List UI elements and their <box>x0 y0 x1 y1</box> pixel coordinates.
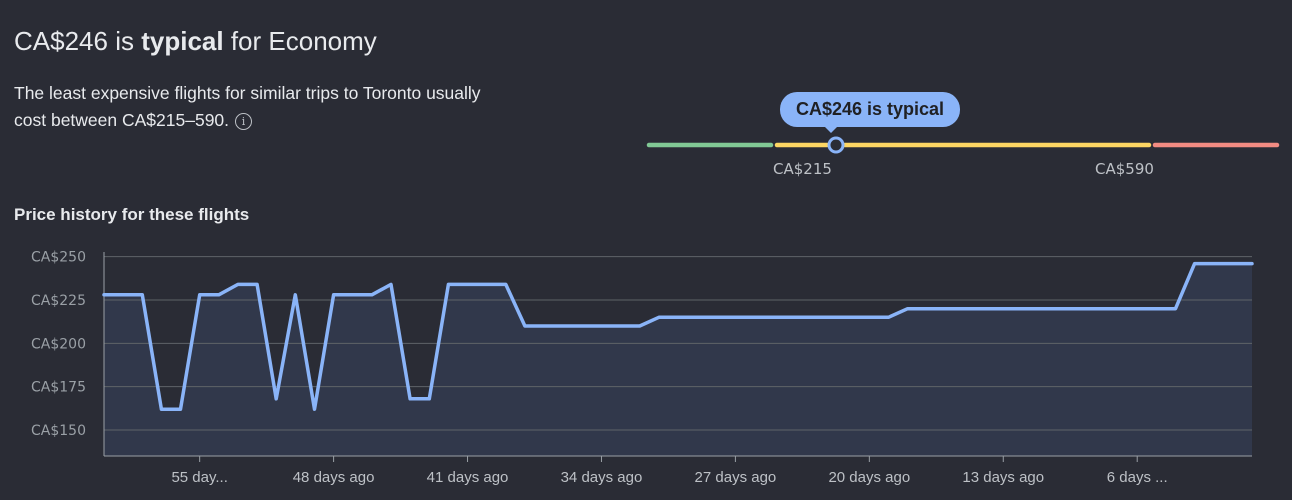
price-point <box>485 282 489 286</box>
gauge-marker[interactable] <box>827 136 845 154</box>
price-point <box>714 315 718 319</box>
y-tick-label: CA$225 <box>31 293 86 309</box>
headline-tail: for Economy <box>230 26 377 56</box>
typical-price-tooltip: CA$246 is typical <box>780 92 960 127</box>
price-point <box>810 315 814 319</box>
price-point <box>1059 307 1063 311</box>
price-point <box>1135 307 1139 311</box>
price-point <box>389 282 393 286</box>
price-history-title: Price history for these flights <box>14 205 250 224</box>
info-circle-icon[interactable]: i <box>235 113 253 130</box>
gauge-low-label: CA$215 <box>773 160 832 178</box>
price-point <box>1193 262 1197 266</box>
price-line <box>102 261 1254 411</box>
tooltip-tail <box>824 126 838 133</box>
price-point <box>1231 262 1235 266</box>
price-point <box>1097 307 1101 311</box>
price-point <box>695 315 699 319</box>
price-point <box>600 324 604 328</box>
price-point <box>1020 307 1024 311</box>
price-point <box>1174 307 1178 311</box>
price-point <box>1116 307 1120 311</box>
price-point <box>159 407 163 411</box>
x-tick-label: 48 days ago <box>293 469 375 486</box>
price-point <box>198 293 202 297</box>
price-point <box>1078 307 1082 311</box>
description-text: The least expensive flights for similar … <box>14 83 481 130</box>
price-point <box>313 407 317 411</box>
price-point <box>619 324 623 328</box>
price-point <box>925 307 929 311</box>
gauge-high-label: CA$590 <box>1095 160 1154 178</box>
price-point <box>676 315 680 319</box>
price-point <box>446 282 450 286</box>
price-point <box>580 324 584 328</box>
price-point <box>236 282 240 286</box>
headline-is: is <box>115 26 134 56</box>
price-point <box>332 293 336 297</box>
x-tick-label: 27 days ago <box>695 469 777 486</box>
headline: CA$246 is typical for Economy <box>14 26 377 57</box>
price-point <box>179 407 183 411</box>
price-point <box>255 282 259 286</box>
headline-price: CA$246 <box>14 26 108 56</box>
price-point <box>638 324 642 328</box>
price-point <box>561 324 565 328</box>
price-point <box>408 397 412 401</box>
price-point <box>772 315 776 319</box>
price-point <box>963 307 967 311</box>
price-point <box>217 293 221 297</box>
x-tick-label: 13 days ago <box>962 469 1044 486</box>
price-point <box>293 293 297 297</box>
price-point <box>829 315 833 319</box>
price-point <box>274 397 278 401</box>
price-point <box>542 324 546 328</box>
price-point <box>848 315 852 319</box>
price-point <box>140 293 144 297</box>
price-point <box>102 293 106 297</box>
price-point <box>523 324 527 328</box>
x-tick-label: 6 days ... <box>1107 469 1168 486</box>
price-point <box>427 397 431 401</box>
price-point <box>1040 307 1044 311</box>
price-point <box>1154 307 1158 311</box>
price-point <box>657 315 661 319</box>
headline-strong: typical <box>141 26 224 56</box>
x-tick-label: 20 days ago <box>828 469 910 486</box>
price-point <box>1001 307 1005 311</box>
price-point <box>504 282 508 286</box>
price-point <box>791 315 795 319</box>
price-point <box>1212 262 1216 266</box>
y-tick-label: CA$200 <box>31 336 86 352</box>
price-point <box>351 293 355 297</box>
price-point <box>1250 262 1254 266</box>
price-point <box>733 315 737 319</box>
price-point <box>944 307 948 311</box>
price-point <box>982 307 986 311</box>
x-tick-label: 55 day... <box>171 469 227 486</box>
price-point <box>753 315 757 319</box>
price-range-description: The least expensive flights for similar … <box>14 80 494 134</box>
y-tick-label: CA$175 <box>31 380 86 396</box>
x-tick-label: 34 days ago <box>561 469 643 486</box>
price-point <box>867 315 871 319</box>
y-tick-label: CA$150 <box>31 423 86 439</box>
price-point <box>906 307 910 311</box>
price-point <box>466 282 470 286</box>
price-area-fill <box>104 263 1252 456</box>
price-point <box>370 293 374 297</box>
y-tick-label: CA$250 <box>31 250 86 266</box>
x-tick-label: 41 days ago <box>427 469 509 486</box>
price-point <box>887 315 891 319</box>
